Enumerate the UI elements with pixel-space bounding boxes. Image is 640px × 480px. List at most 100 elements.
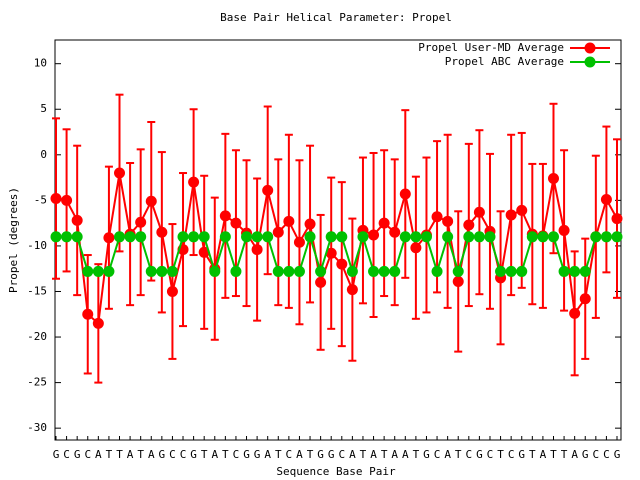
point (611, 231, 623, 243)
x-tick-label: C (286, 448, 293, 461)
y-tick-label: -20 (27, 330, 47, 343)
x-tick-label: C (180, 448, 187, 461)
x-tick-label: C (233, 448, 240, 461)
point (590, 231, 602, 243)
y-tick-label: -5 (34, 193, 47, 206)
point (325, 231, 337, 243)
point (315, 276, 327, 288)
point (505, 265, 517, 277)
y-tick-label: 0 (40, 148, 47, 161)
x-tick-label: G (254, 448, 261, 461)
x-tick-label: A (540, 448, 547, 461)
point (484, 231, 496, 243)
point (198, 246, 210, 258)
point (114, 231, 126, 243)
point (135, 216, 147, 228)
point (251, 231, 263, 243)
point (516, 265, 528, 277)
point (325, 247, 337, 259)
point (463, 219, 475, 231)
point (304, 218, 316, 230)
point (219, 231, 231, 243)
point (293, 236, 305, 248)
point (537, 231, 549, 243)
point (368, 229, 380, 241)
point (92, 265, 104, 277)
point (473, 206, 485, 218)
y-tick-label: -25 (27, 376, 47, 389)
point (473, 231, 485, 243)
point (198, 231, 210, 243)
point (336, 231, 348, 243)
point (188, 176, 200, 188)
point (547, 231, 559, 243)
x-tick-label: T (561, 448, 568, 461)
x-tick-label: T (550, 448, 557, 461)
point (272, 226, 284, 238)
x-tick-label: T (222, 448, 229, 461)
point (124, 231, 136, 243)
point (293, 265, 305, 277)
x-tick-label: G (74, 448, 81, 461)
x-tick-label: C (169, 448, 176, 461)
point (558, 265, 570, 277)
point (495, 265, 507, 277)
x-axis-label: Sequence Base Pair (276, 465, 396, 478)
x-tick-label: C (434, 448, 441, 461)
point (346, 265, 358, 277)
point (516, 204, 528, 216)
point (452, 275, 464, 287)
x-tick-label: G (159, 448, 166, 461)
point (262, 184, 274, 196)
point (399, 188, 411, 200)
point (389, 265, 401, 277)
point (156, 226, 168, 238)
x-tick-label: A (370, 448, 377, 461)
point (399, 231, 411, 243)
point (526, 231, 538, 243)
point (82, 265, 94, 277)
point (230, 265, 242, 277)
x-tick-label: C (338, 448, 345, 461)
point (378, 265, 390, 277)
y-tick-label: -30 (27, 421, 47, 434)
point (600, 231, 612, 243)
x-tick-label: A (211, 448, 218, 461)
x-tick-label: G (53, 448, 60, 461)
point (431, 265, 443, 277)
x-tick-label: A (296, 448, 303, 461)
legend-label: Propel User-MD Average (418, 41, 564, 54)
x-tick-label: T (497, 448, 504, 461)
point (166, 265, 178, 277)
point (600, 193, 612, 205)
x-tick-label: A (264, 448, 271, 461)
point (209, 265, 221, 277)
point (357, 231, 369, 243)
x-tick-label: T (106, 448, 113, 461)
point (71, 214, 83, 226)
x-tick-label: G (190, 448, 197, 461)
y-tick-label: 5 (40, 102, 47, 115)
x-tick-label: T (529, 448, 536, 461)
x-tick-label: C (593, 448, 600, 461)
point (368, 265, 380, 277)
x-tick-label: G (614, 448, 621, 461)
x-tick-label: A (148, 448, 155, 461)
point (431, 211, 443, 223)
point (283, 265, 295, 277)
point (442, 215, 454, 227)
point (569, 307, 581, 319)
y-tick-label: -15 (27, 284, 47, 297)
x-tick-label: C (84, 448, 91, 461)
x-tick-label: A (349, 448, 356, 461)
point (569, 265, 581, 277)
x-tick-label: C (63, 448, 70, 461)
point (82, 308, 94, 320)
x-tick-label: C (603, 448, 610, 461)
point (346, 284, 358, 296)
point (166, 285, 178, 297)
point (135, 231, 147, 243)
x-tick-label: C (465, 448, 472, 461)
x-tick-label: A (571, 448, 578, 461)
